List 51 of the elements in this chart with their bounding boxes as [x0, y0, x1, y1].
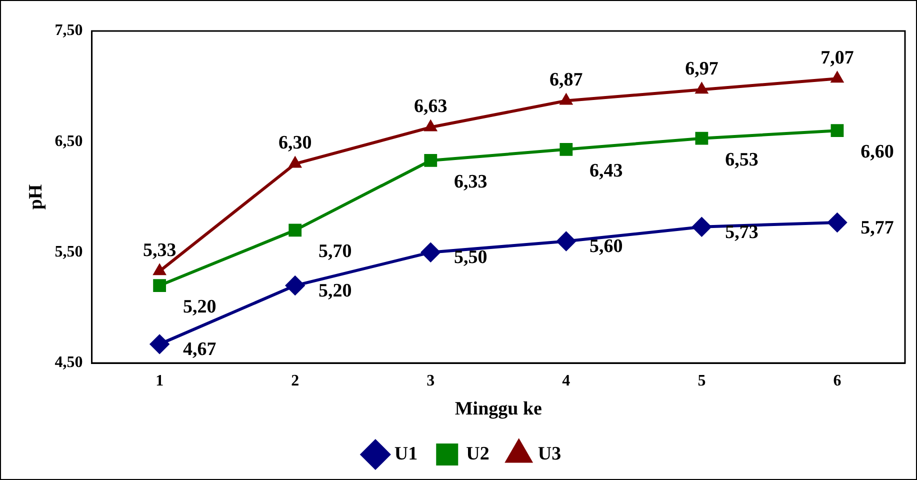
point — [289, 157, 301, 168]
legend-label: U2 — [466, 443, 490, 464]
point — [288, 224, 302, 237]
y-tick-label: 7,50 — [54, 22, 83, 40]
point — [696, 83, 708, 94]
point — [421, 242, 440, 262]
point — [828, 212, 847, 232]
point — [692, 217, 712, 236]
data-label: 6,60 — [860, 142, 894, 163]
point — [150, 334, 170, 354]
x-tick-label: 4 — [562, 372, 570, 390]
data-label: 6,97 — [685, 58, 719, 80]
x-tick-label: 2 — [291, 372, 300, 390]
data-label: 5,20 — [318, 280, 352, 302]
point — [153, 279, 166, 292]
data-label: 6,53 — [725, 149, 758, 170]
data-label: 5,77 — [860, 217, 894, 238]
point — [560, 94, 572, 105]
point — [830, 124, 844, 138]
data-label: 5,33 — [142, 240, 176, 262]
point — [695, 132, 708, 145]
point — [831, 72, 844, 83]
x-axis-title: Minggu ke — [454, 398, 542, 420]
data-label: 7,07 — [820, 47, 854, 68]
legend-label: U1 — [394, 443, 418, 464]
data-label: 6,63 — [414, 96, 448, 118]
data-label: 6,30 — [278, 132, 312, 154]
data-label: 6,43 — [590, 160, 623, 182]
point — [424, 154, 438, 167]
point — [560, 142, 573, 156]
data-label: 5,73 — [725, 222, 758, 243]
data-label: 4,67 — [182, 339, 217, 360]
point — [154, 264, 166, 276]
data-label: 5,20 — [182, 296, 216, 318]
y-tick-label: 5,50 — [54, 243, 83, 260]
x-tick-label: 3 — [426, 372, 435, 390]
data-label: 5,70 — [318, 241, 352, 262]
x-tick-label: 5 — [698, 372, 706, 390]
point — [424, 120, 436, 132]
data-label: 6,33 — [454, 171, 488, 192]
legend-label: U3 — [538, 443, 562, 464]
y-tick-label: 4,50 — [54, 354, 83, 372]
point — [286, 276, 305, 296]
point — [556, 232, 576, 251]
x-tick-label: 6 — [833, 372, 842, 390]
x-tick-label: 1 — [156, 372, 164, 390]
y-tick-label: 6,50 — [54, 132, 83, 150]
y-axis-title: pH — [25, 184, 46, 210]
data-label: 5,50 — [454, 247, 488, 268]
data-label: 5,60 — [590, 236, 623, 258]
data-label: 6,87 — [550, 70, 584, 91]
